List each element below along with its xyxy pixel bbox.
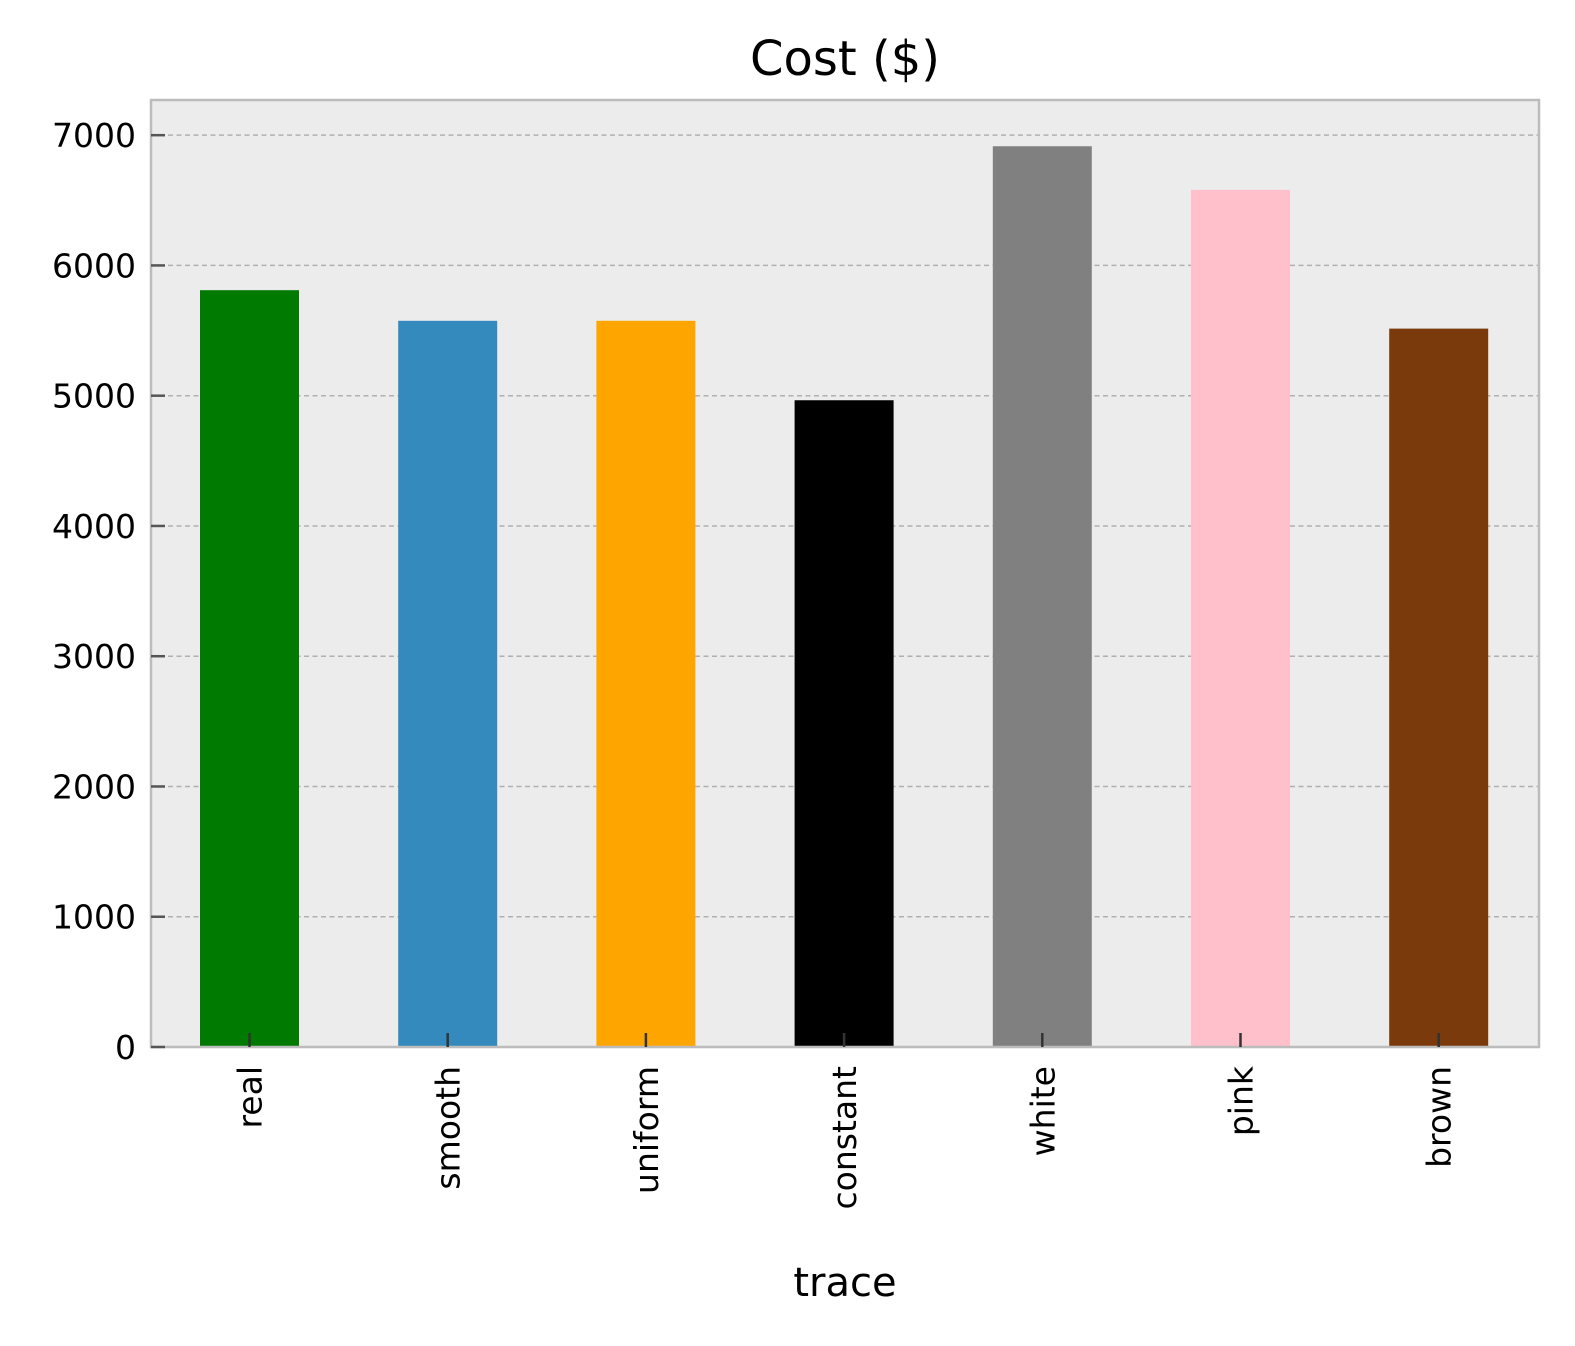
- x-tick-label: pink: [1222, 1065, 1261, 1136]
- bar-real: [200, 290, 299, 1047]
- bar-smooth: [398, 320, 498, 1048]
- y-tick-label: 0: [115, 1028, 136, 1067]
- y-tick-label: 5000: [52, 377, 136, 416]
- x-tick-label: brown: [1420, 1066, 1459, 1168]
- y-tick-label: 7000: [52, 116, 136, 155]
- bar-pink: [1191, 189, 1290, 1048]
- x-tick-label: uniform: [627, 1066, 666, 1194]
- y-tick-label: 3000: [52, 637, 136, 676]
- y-tick-label: 2000: [52, 767, 136, 806]
- y-tick-label: 6000: [52, 246, 136, 285]
- x-tick-label: white: [1023, 1066, 1062, 1156]
- x-axis-ticks: real smooth uniform constant white pink brown: [231, 1033, 1459, 1209]
- x-axis-label: trace: [793, 1260, 896, 1306]
- y-axis-ticks: 0 1000 2000 3000 4000 5000 6000 7000: [52, 116, 165, 1067]
- x-tick-label: smooth: [429, 1066, 468, 1190]
- x-tick-label: real: [231, 1066, 270, 1129]
- bar-white: [992, 146, 1092, 1047]
- grid-lines: [151, 134, 1539, 918]
- x-tick-label: constant: [825, 1066, 864, 1210]
- bar-constant: [794, 400, 894, 1047]
- chart-title: Cost ($): [750, 31, 940, 87]
- bar-uniform: [596, 320, 696, 1048]
- y-tick-label: 4000: [52, 507, 136, 546]
- bar-brown: [1389, 328, 1489, 1048]
- y-tick-label: 1000: [52, 898, 136, 937]
- bars: [200, 146, 1489, 1048]
